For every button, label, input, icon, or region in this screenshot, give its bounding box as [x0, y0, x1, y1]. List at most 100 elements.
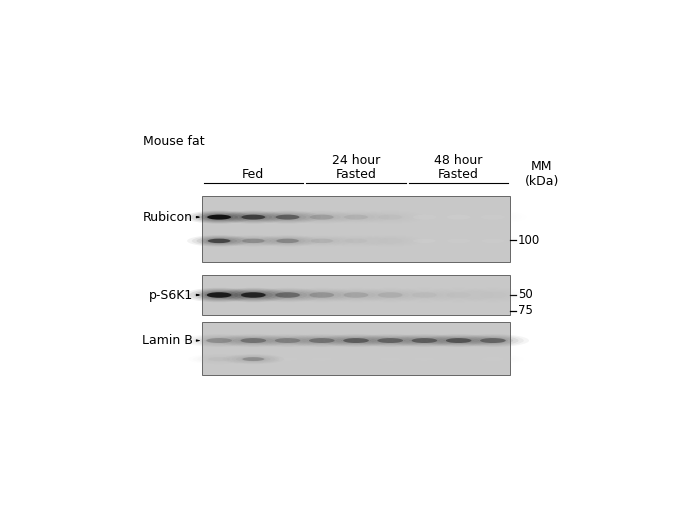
Ellipse shape	[410, 292, 439, 298]
Ellipse shape	[234, 291, 273, 299]
Text: Fed: Fed	[242, 168, 265, 181]
Ellipse shape	[239, 292, 268, 298]
Ellipse shape	[423, 334, 495, 347]
Ellipse shape	[187, 235, 251, 247]
Ellipse shape	[200, 214, 238, 221]
Text: 100: 100	[518, 234, 540, 247]
Ellipse shape	[242, 239, 265, 243]
Ellipse shape	[186, 211, 253, 224]
Ellipse shape	[303, 214, 341, 221]
Ellipse shape	[304, 238, 340, 244]
Ellipse shape	[188, 335, 250, 346]
Ellipse shape	[223, 335, 284, 346]
Ellipse shape	[330, 336, 382, 345]
Ellipse shape	[433, 336, 484, 345]
Ellipse shape	[482, 239, 504, 243]
Ellipse shape	[412, 215, 436, 219]
Ellipse shape	[389, 334, 461, 347]
Ellipse shape	[272, 338, 302, 343]
Ellipse shape	[220, 211, 287, 224]
Ellipse shape	[320, 334, 392, 347]
Ellipse shape	[345, 357, 367, 361]
Ellipse shape	[296, 336, 347, 345]
Ellipse shape	[204, 338, 234, 343]
Ellipse shape	[217, 334, 290, 347]
Text: 48 hour
Fasted: 48 hour Fasted	[435, 153, 483, 181]
Ellipse shape	[195, 290, 244, 300]
Ellipse shape	[239, 214, 267, 220]
Bar	[202, 196, 510, 262]
Ellipse shape	[264, 213, 312, 222]
Ellipse shape	[462, 335, 524, 346]
Ellipse shape	[331, 290, 381, 300]
Ellipse shape	[276, 239, 299, 243]
Ellipse shape	[230, 213, 277, 222]
Ellipse shape	[267, 337, 308, 344]
Bar	[202, 322, 510, 375]
Ellipse shape	[310, 215, 334, 219]
Ellipse shape	[337, 214, 375, 221]
Ellipse shape	[309, 238, 335, 243]
Ellipse shape	[444, 338, 474, 343]
Ellipse shape	[365, 336, 416, 345]
Ellipse shape	[307, 292, 336, 298]
Ellipse shape	[193, 336, 245, 345]
Ellipse shape	[343, 338, 369, 343]
Ellipse shape	[232, 355, 275, 363]
Ellipse shape	[291, 335, 353, 346]
Ellipse shape	[199, 337, 239, 344]
Ellipse shape	[274, 214, 302, 220]
Ellipse shape	[204, 292, 234, 298]
Ellipse shape	[393, 335, 455, 346]
Ellipse shape	[208, 357, 230, 361]
Ellipse shape	[276, 215, 300, 219]
Ellipse shape	[341, 338, 371, 343]
Ellipse shape	[379, 239, 402, 243]
Ellipse shape	[190, 212, 248, 223]
Ellipse shape	[344, 215, 368, 219]
Ellipse shape	[375, 338, 405, 343]
Ellipse shape	[307, 338, 337, 343]
Text: p-S6K1: p-S6K1	[148, 289, 193, 301]
Ellipse shape	[260, 236, 315, 246]
Ellipse shape	[201, 238, 237, 244]
Ellipse shape	[274, 238, 301, 243]
Ellipse shape	[192, 236, 246, 246]
Ellipse shape	[208, 239, 230, 243]
Ellipse shape	[265, 237, 310, 245]
Ellipse shape	[482, 357, 504, 361]
Ellipse shape	[412, 292, 437, 298]
Ellipse shape	[241, 357, 266, 361]
Ellipse shape	[240, 238, 267, 243]
Ellipse shape	[207, 215, 231, 219]
Ellipse shape	[235, 238, 272, 244]
Ellipse shape	[189, 289, 249, 301]
Ellipse shape	[457, 334, 529, 347]
Ellipse shape	[473, 337, 513, 344]
Ellipse shape	[481, 215, 505, 219]
Ellipse shape	[227, 355, 279, 363]
Ellipse shape	[254, 211, 321, 224]
Ellipse shape	[377, 338, 403, 343]
Ellipse shape	[218, 288, 288, 302]
Ellipse shape	[242, 357, 264, 361]
Ellipse shape	[223, 289, 283, 301]
Ellipse shape	[325, 335, 387, 346]
Ellipse shape	[236, 356, 271, 362]
Text: Rubicon: Rubicon	[143, 211, 193, 224]
Text: 24 hour
Fasted: 24 hour Fasted	[332, 153, 380, 181]
Ellipse shape	[308, 214, 336, 220]
Ellipse shape	[309, 292, 334, 298]
Ellipse shape	[344, 239, 368, 243]
Ellipse shape	[233, 337, 274, 344]
Ellipse shape	[297, 290, 346, 300]
Ellipse shape	[241, 338, 266, 343]
Ellipse shape	[370, 337, 411, 344]
Ellipse shape	[370, 291, 410, 299]
Ellipse shape	[404, 337, 444, 344]
Ellipse shape	[414, 357, 435, 361]
Ellipse shape	[257, 335, 318, 346]
Ellipse shape	[447, 239, 470, 243]
Ellipse shape	[268, 291, 307, 299]
Ellipse shape	[480, 292, 505, 298]
